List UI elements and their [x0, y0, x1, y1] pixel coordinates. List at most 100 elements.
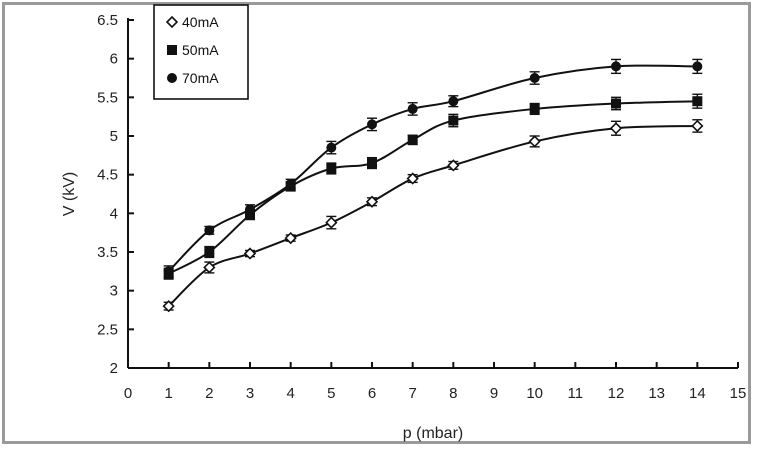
data-point-50mA — [611, 96, 621, 111]
y-tick-label: 6.5 — [97, 12, 118, 29]
marker-50mA — [407, 134, 418, 145]
x-tick-label: 11 — [568, 385, 584, 402]
y-tick-label: 3 — [110, 283, 118, 300]
data-point-70mA — [285, 178, 296, 190]
x-tick-label: 4 — [286, 385, 294, 402]
marker-70mA — [529, 73, 540, 83]
chart-frame — [2, 2, 751, 444]
data-point-70mA — [367, 117, 377, 132]
marker-50mA — [204, 247, 215, 257]
data-point-70mA — [245, 204, 255, 215]
marker-50mA — [448, 115, 459, 126]
data-point-40mA — [528, 135, 541, 148]
marker-40mA — [406, 172, 419, 185]
x-tick-label: 15 — [730, 385, 747, 402]
x-tick-label: 5 — [327, 385, 335, 402]
y-tick-label: 2.5 — [97, 321, 118, 338]
data-point-50mA — [529, 102, 540, 116]
x-tick-label: 6 — [368, 385, 376, 402]
data-point-50mA — [407, 134, 418, 146]
legend-label-40mA: 40mA — [182, 14, 219, 30]
data-point-70mA — [529, 71, 540, 85]
marker-50mA — [367, 158, 377, 169]
data-point-40mA — [691, 119, 704, 133]
data-point-70mA — [407, 102, 418, 116]
fit-curves — [167, 64, 698, 307]
marker-70mA — [692, 61, 703, 72]
x-tick-label: 12 — [608, 385, 625, 402]
y-tick-label: 4 — [110, 205, 118, 222]
data-point-70mA — [163, 265, 174, 278]
y-tick-label: 5.5 — [97, 89, 118, 106]
marker-70mA — [611, 61, 621, 72]
x-tick-label: 14 — [689, 385, 706, 402]
legend: 40mA 50mA 70mA — [153, 4, 249, 100]
marker-70mA — [448, 96, 459, 107]
marker-40mA — [447, 159, 460, 172]
data-point-40mA — [365, 195, 379, 208]
data-point-40mA — [609, 120, 623, 136]
data-point-70mA — [204, 225, 215, 236]
marker-40mA — [365, 195, 379, 208]
x-tick-label: 3 — [246, 385, 254, 402]
y-axis-label: V (kV) — [61, 172, 78, 216]
data-point-40mA — [284, 231, 297, 245]
legend-label-70mA: 70mA — [182, 70, 219, 86]
marker-40mA — [691, 119, 704, 133]
marker-50mA — [611, 98, 621, 109]
data-point-70mA — [692, 58, 703, 75]
marker-70mA — [285, 178, 296, 189]
x-tick-label: 13 — [648, 385, 665, 402]
legend-marker-50mA — [167, 45, 177, 55]
y-tick-label: 2 — [110, 360, 118, 377]
fit-curve-50mA — [168, 100, 698, 275]
marker-70mA — [326, 142, 337, 153]
marker-40mA — [243, 247, 257, 260]
x-tick-label: 7 — [408, 385, 416, 402]
legend-marker-70mA — [167, 73, 177, 83]
legend-marker-40mA — [165, 15, 179, 29]
data-marks — [162, 58, 704, 313]
data-point-50mA — [204, 245, 215, 259]
fit-curve-70mA — [167, 64, 698, 273]
marker-40mA — [162, 300, 175, 313]
x-tick-label: 8 — [449, 385, 457, 402]
marker-50mA — [326, 163, 337, 174]
marker-50mA — [245, 209, 255, 220]
data-point-50mA — [692, 93, 703, 109]
x-tick-label: 1 — [164, 385, 172, 402]
y-tick-label: 3.5 — [97, 244, 118, 261]
marker-70mA — [407, 103, 418, 114]
marker-70mA — [367, 119, 377, 130]
data-point-40mA — [243, 247, 257, 260]
y-tick-label: 4.5 — [97, 167, 118, 184]
marker-50mA — [692, 96, 703, 107]
marker-50mA — [529, 103, 540, 114]
data-point-50mA — [326, 162, 337, 175]
y-tick-label: 6 — [110, 51, 118, 68]
data-point-40mA — [325, 215, 338, 230]
x-tick-label: 10 — [526, 385, 543, 402]
data-point-50mA — [448, 113, 459, 128]
data-point-40mA — [406, 172, 419, 185]
marker-70mA — [245, 204, 255, 215]
x-axis-label: p (mbar) — [403, 425, 463, 442]
data-point-40mA — [162, 300, 175, 313]
marker-40mA — [325, 216, 338, 229]
x-tick-label: 2 — [205, 385, 213, 402]
axes: 0 1 2 3 4 5 6 7 8 9 10 11 12 13 14 1522.533.544.555.566… — [97, 12, 746, 402]
marker-40mA — [203, 261, 216, 274]
fit-curve-40mA — [167, 124, 698, 307]
x-tick-label: 0 — [124, 385, 132, 402]
data-point-70mA — [326, 140, 337, 155]
marker-70mA — [204, 225, 215, 236]
data-point-70mA — [611, 58, 621, 75]
x-tick-label: 9 — [490, 385, 498, 402]
data-point-50mA — [367, 156, 377, 170]
marker-40mA — [284, 231, 297, 245]
data-point-40mA — [203, 261, 216, 274]
data-point-40mA — [447, 159, 460, 172]
marker-40mA — [528, 135, 541, 148]
marker-40mA — [609, 122, 623, 135]
